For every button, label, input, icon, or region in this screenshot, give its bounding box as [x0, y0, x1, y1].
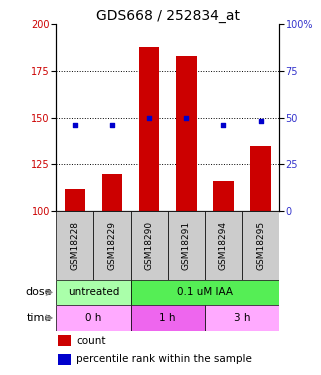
Point: [147, 115, 152, 121]
Bar: [93, 211, 131, 280]
Bar: [176, 56, 196, 211]
Text: count: count: [76, 336, 106, 346]
Bar: [56, 305, 131, 331]
Text: dose: dose: [25, 287, 52, 297]
Text: 0.1 uM IAA: 0.1 uM IAA: [177, 287, 233, 297]
Text: 0 h: 0 h: [85, 313, 101, 323]
Bar: [213, 181, 234, 211]
Text: GSM18290: GSM18290: [145, 221, 154, 270]
Text: GSM18294: GSM18294: [219, 221, 228, 270]
Point: [184, 115, 189, 121]
Text: percentile rank within the sample: percentile rank within the sample: [76, 354, 252, 364]
Text: GSM18295: GSM18295: [256, 221, 265, 270]
Bar: [58, 335, 71, 346]
Bar: [131, 280, 279, 305]
Bar: [168, 211, 205, 280]
Text: GSM18291: GSM18291: [182, 221, 191, 270]
Point: [72, 122, 77, 128]
Bar: [205, 305, 279, 331]
Bar: [205, 211, 242, 280]
Point: [258, 118, 263, 124]
Text: untreated: untreated: [68, 287, 119, 297]
Bar: [242, 211, 279, 280]
Text: time: time: [26, 313, 52, 323]
Bar: [56, 211, 93, 280]
Bar: [56, 280, 131, 305]
Text: 3 h: 3 h: [234, 313, 250, 323]
Bar: [139, 47, 159, 211]
Bar: [131, 211, 168, 280]
Point: [221, 122, 226, 128]
Bar: [250, 146, 271, 211]
Bar: [65, 189, 85, 211]
Bar: [102, 174, 122, 211]
Point: [109, 122, 115, 128]
Text: GSM18229: GSM18229: [108, 221, 117, 270]
Bar: [58, 354, 71, 364]
Text: 1 h: 1 h: [160, 313, 176, 323]
Text: GSM18228: GSM18228: [70, 221, 79, 270]
Bar: [131, 305, 205, 331]
Title: GDS668 / 252834_at: GDS668 / 252834_at: [96, 9, 240, 23]
